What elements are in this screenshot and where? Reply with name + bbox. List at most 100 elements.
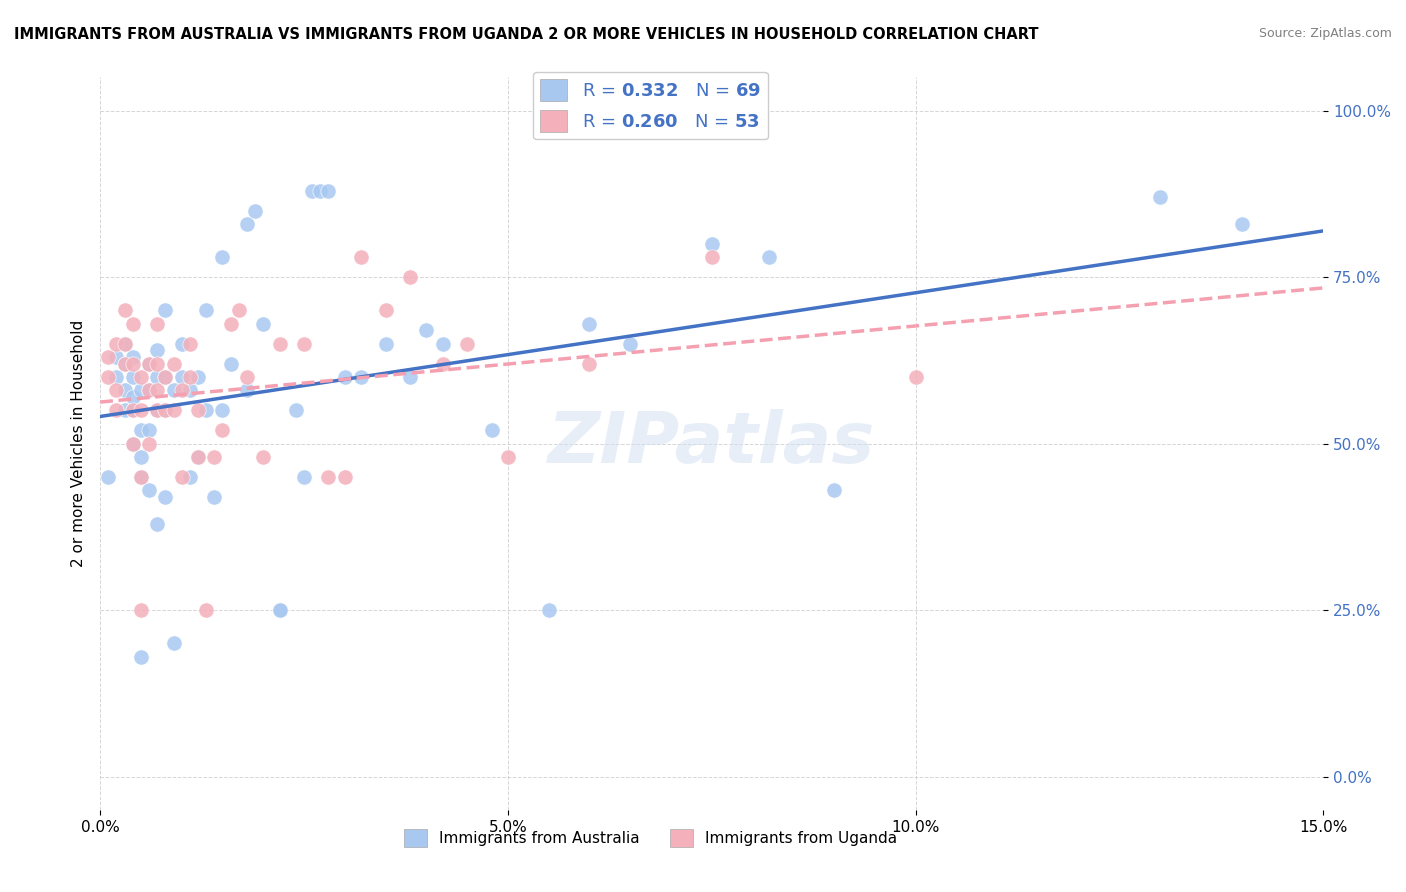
Text: IMMIGRANTS FROM AUSTRALIA VS IMMIGRANTS FROM UGANDA 2 OR MORE VEHICLES IN HOUSEH: IMMIGRANTS FROM AUSTRALIA VS IMMIGRANTS …: [14, 27, 1039, 42]
Point: [129, 384, 152, 398]
Point: [97, 370, 120, 384]
Point: [309, 184, 332, 198]
Point: [195, 303, 218, 318]
Point: [129, 470, 152, 484]
Point: [129, 603, 152, 617]
Point: [399, 270, 422, 285]
Y-axis label: 2 or more Vehicles in Household: 2 or more Vehicles in Household: [72, 320, 86, 567]
Point: [155, 403, 177, 417]
Point: [138, 384, 160, 398]
Point: [138, 436, 160, 450]
Point: [155, 370, 177, 384]
Point: [187, 450, 209, 464]
Point: [155, 370, 177, 384]
Text: Source: ZipAtlas.com: Source: ZipAtlas.com: [1258, 27, 1392, 40]
Point: [146, 403, 169, 417]
Point: [904, 370, 927, 384]
Point: [292, 470, 315, 484]
Point: [700, 250, 723, 264]
Point: [537, 603, 560, 617]
Point: [121, 436, 143, 450]
Point: [138, 384, 160, 398]
Point: [146, 343, 169, 358]
Point: [162, 357, 184, 371]
Point: [301, 184, 323, 198]
Point: [187, 370, 209, 384]
Point: [211, 423, 233, 437]
Point: [129, 470, 152, 484]
Point: [374, 336, 396, 351]
Point: [211, 403, 233, 417]
Point: [578, 317, 600, 331]
Point: [146, 384, 169, 398]
Point: [105, 336, 128, 351]
Point: [121, 403, 143, 417]
Point: [114, 303, 136, 318]
Point: [97, 350, 120, 364]
Point: [114, 336, 136, 351]
Point: [292, 336, 315, 351]
Point: [170, 384, 193, 398]
Point: [456, 336, 478, 351]
Point: [399, 370, 422, 384]
Point: [121, 350, 143, 364]
Point: [318, 470, 340, 484]
Point: [146, 516, 169, 531]
Point: [170, 336, 193, 351]
Point: [170, 370, 193, 384]
Point: [155, 490, 177, 504]
Point: [415, 323, 437, 337]
Point: [105, 370, 128, 384]
Point: [333, 370, 356, 384]
Legend: Immigrants from Australia, Immigrants from Uganda: Immigrants from Australia, Immigrants fr…: [398, 822, 904, 854]
Point: [121, 370, 143, 384]
Point: [138, 423, 160, 437]
Point: [179, 336, 201, 351]
Point: [619, 336, 641, 351]
Point: [129, 649, 152, 664]
Point: [228, 303, 250, 318]
Point: [138, 357, 160, 371]
Point: [219, 317, 242, 331]
Point: [121, 436, 143, 450]
Point: [129, 370, 152, 384]
Point: [114, 403, 136, 417]
Point: [155, 303, 177, 318]
Point: [114, 357, 136, 371]
Point: [219, 357, 242, 371]
Point: [187, 403, 209, 417]
Point: [121, 390, 143, 404]
Point: [195, 603, 218, 617]
Point: [146, 403, 169, 417]
Point: [374, 303, 396, 318]
Point: [121, 403, 143, 417]
Point: [284, 403, 307, 417]
Point: [121, 357, 143, 371]
Point: [758, 250, 780, 264]
Point: [138, 357, 160, 371]
Point: [243, 203, 266, 218]
Point: [269, 603, 291, 617]
Point: [350, 250, 373, 264]
Point: [252, 317, 274, 331]
Point: [350, 370, 373, 384]
Point: [481, 423, 503, 437]
Point: [187, 450, 209, 464]
Point: [97, 470, 120, 484]
Point: [105, 384, 128, 398]
Point: [114, 384, 136, 398]
Point: [105, 403, 128, 417]
Point: [129, 403, 152, 417]
Point: [432, 357, 454, 371]
Point: [146, 370, 169, 384]
Point: [1149, 190, 1171, 204]
Point: [236, 370, 259, 384]
Point: [318, 184, 340, 198]
Point: [146, 317, 169, 331]
Point: [269, 603, 291, 617]
Point: [179, 384, 201, 398]
Point: [105, 350, 128, 364]
Point: [162, 403, 184, 417]
Point: [236, 384, 259, 398]
Point: [170, 470, 193, 484]
